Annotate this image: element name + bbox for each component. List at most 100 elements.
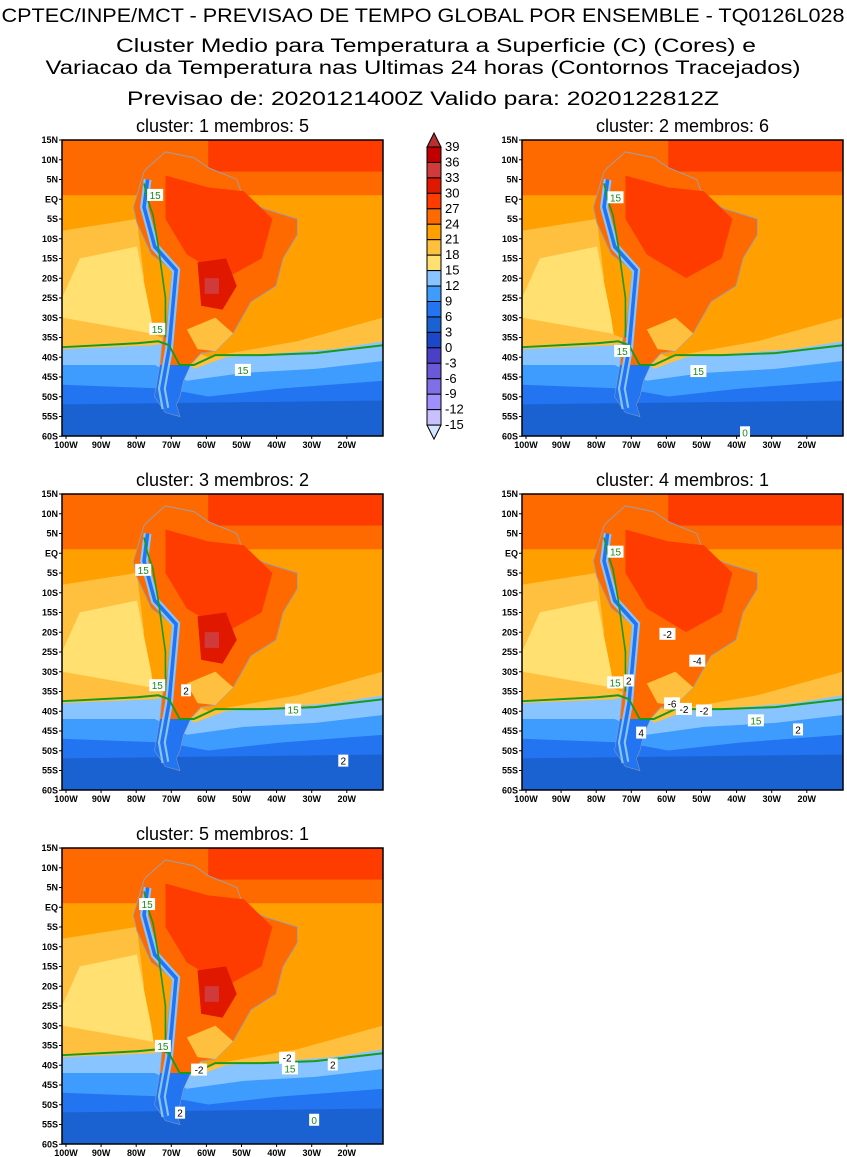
colorbar-swatch [426, 270, 442, 287]
contour-label: 15 [690, 365, 707, 378]
colorbar-label: 21 [445, 232, 459, 247]
contour-label: 15 [135, 563, 152, 577]
lat-tick-label: 5N [46, 175, 58, 185]
lat-tick-label: 20S [502, 273, 518, 283]
lat-tick-label: EQ [505, 194, 518, 204]
colorbar-swatch [426, 223, 442, 241]
svg-text:15: 15 [610, 193, 622, 204]
lat-tick-label: 25S [42, 293, 58, 303]
lat-tick-label: 15N [41, 135, 58, 145]
svg-text:-6: -6 [668, 699, 677, 710]
lon-tick-label: 20W [338, 440, 357, 450]
colorbar-max-arrow [426, 131, 442, 148]
lat-tick-label: 55S [502, 766, 518, 776]
lat-tick-label: 5S [47, 568, 58, 578]
lon-tick-label: 90W [552, 794, 571, 804]
lat-tick-label: 25S [42, 1001, 58, 1011]
colorbar-label: 27 [445, 201, 459, 216]
svg-text:15: 15 [610, 678, 622, 689]
contour-label: 15 [149, 322, 166, 336]
lat-tick-label: 40S [42, 706, 58, 716]
colorbar-label: 6 [445, 309, 452, 324]
colorbar-label: 33 [445, 170, 459, 185]
lat-tick-label: 55S [42, 1120, 58, 1130]
lat-tick-label: 15S [502, 254, 518, 264]
panel-title: cluster: 5 membros: 1 [136, 824, 309, 844]
lon-tick-label: 30W [302, 440, 321, 450]
lon-tick-label: 90W [92, 1148, 111, 1157]
contour-label: 15 [234, 363, 251, 377]
svg-text:-2: -2 [679, 705, 688, 716]
lat-tick-label: 10N [501, 509, 518, 519]
colorbar-swatch [426, 161, 442, 179]
lat-tick-label: 25S [502, 647, 518, 657]
lon-tick-label: 20W [338, 1148, 357, 1157]
colorbar-swatch [426, 316, 442, 333]
colorbar-label: 9 [445, 294, 452, 309]
lat-tick-label: 10N [41, 863, 58, 873]
svg-text:4: 4 [638, 729, 644, 740]
map-panel-cluster-5: cluster: 5 membros: 1 15N 10N 5N EQ 5S 10S 15S 2… [41, 824, 384, 1157]
lon-tick-label: 100W [54, 1148, 78, 1157]
temperature-map [62, 848, 383, 1144]
contour-label: -2 [279, 1051, 296, 1065]
lat-tick-label: 35S [502, 687, 518, 697]
svg-text:0: 0 [311, 1116, 317, 1127]
panel-title: cluster: 4 membros: 1 [596, 470, 769, 490]
lat-tick-label: 40S [42, 352, 58, 362]
svg-text:-2: -2 [663, 630, 672, 641]
contour-label: 0 [309, 1113, 320, 1127]
lon-tick-label: 70W [622, 794, 641, 804]
lon-tick-label: 100W [54, 440, 78, 450]
lat-tick-label: 5N [506, 175, 518, 185]
colorbar-label: 3 [445, 324, 452, 339]
colorbar-label: -3 [445, 355, 457, 370]
svg-text:15: 15 [693, 367, 705, 378]
lat-tick-label: 30S [502, 667, 518, 677]
lat-tick-label: 5S [507, 214, 518, 224]
lat-tick-label: 10S [502, 588, 518, 598]
lat-tick-label: 5S [47, 214, 58, 224]
svg-text:2: 2 [795, 725, 801, 736]
svg-text:15: 15 [610, 548, 622, 559]
lat-tick-label: 10N [41, 155, 58, 165]
svg-text:15: 15 [288, 706, 300, 717]
lat-tick-label: 5N [506, 529, 518, 539]
contour-label: 15 [147, 188, 164, 202]
colorbar-swatch [426, 362, 442, 380]
lon-tick-label: 50W [232, 1148, 251, 1157]
colorbar-swatch [426, 409, 442, 426]
lat-tick-label: 60S [42, 785, 58, 795]
contour-label: 15 [607, 545, 624, 559]
contour-label: -2 [675, 702, 692, 716]
lat-tick-label: 15N [41, 489, 58, 499]
map-frame [521, 139, 844, 437]
lat-tick-label: 25S [42, 647, 58, 657]
lat-tick-label: 5N [46, 529, 58, 539]
lat-tick-label: 15N [501, 489, 518, 499]
lat-tick-label: 60S [42, 431, 58, 441]
lat-tick-label: 5S [47, 922, 58, 932]
lat-tick-label: 10S [42, 942, 58, 952]
lat-tick-label: 5S [507, 568, 518, 578]
lat-tick-label: 5N [46, 883, 58, 893]
lon-tick-label: 90W [552, 440, 571, 450]
lat-tick-label: 35S [42, 1041, 58, 1051]
contour-label: 15 [139, 898, 156, 911]
svg-text:15: 15 [750, 716, 762, 727]
contour-label: 2 [793, 723, 804, 736]
map-frame [521, 493, 844, 791]
svg-text:15: 15 [157, 1042, 169, 1053]
map-panel-cluster-4: cluster: 4 membros: 1 15N 10N 5N EQ 5S 10S 15S 2… [501, 470, 844, 804]
lat-tick-label: 20S [42, 627, 58, 637]
contour-label: 15 [149, 679, 166, 692]
lon-tick-label: 30W [762, 794, 781, 804]
contour-label: 2 [327, 1058, 338, 1071]
contour-label: 15 [154, 1039, 171, 1053]
lon-tick-label: 70W [162, 440, 181, 450]
temperature-map [62, 140, 383, 436]
lat-tick-label: 15S [502, 608, 518, 618]
lat-tick-label: 15N [41, 843, 58, 853]
lat-tick-label: 40S [502, 352, 518, 362]
figure-title: CPTEC/INPE/MCT - PREVISAO DE TEMPO GLOBA… [2, 6, 845, 27]
